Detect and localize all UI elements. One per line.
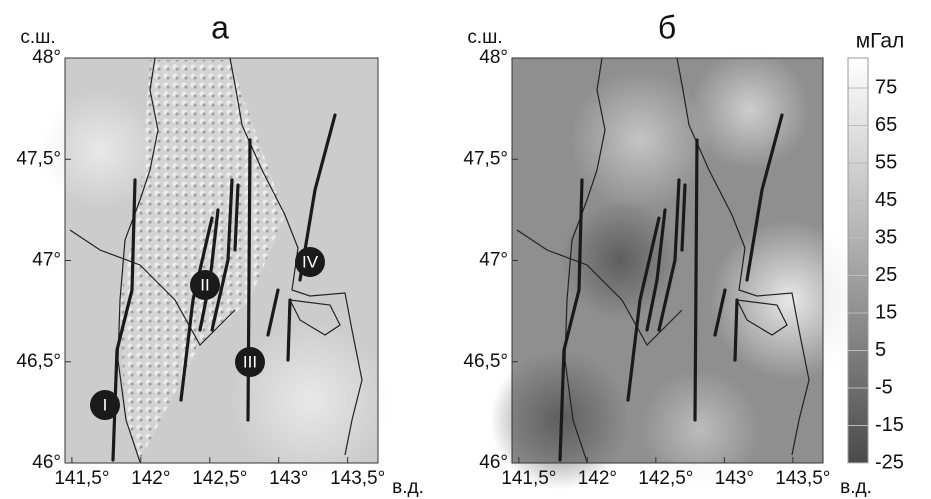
panel-title: б <box>658 9 676 45</box>
lon-tick-label: 143,5° <box>775 468 830 489</box>
marker-circle <box>295 247 325 277</box>
lon-tick-label: 142° <box>131 468 170 489</box>
colorbar-tick-label: -15 <box>875 414 904 436</box>
colorbar-tick-label: -5 <box>875 376 893 398</box>
lon-tick-label: 142,5° <box>638 468 693 489</box>
lat-tick-label: 46° <box>32 452 61 473</box>
colorbar-tick-label: 15 <box>875 301 897 323</box>
marker-circle <box>190 270 220 300</box>
map-a <box>40 56 390 480</box>
marker-label: III <box>243 352 257 371</box>
lon-label: в.д. <box>840 477 872 498</box>
colorbar-tick-label: 5 <box>875 339 886 361</box>
marker-label: I <box>103 395 108 414</box>
lat-tick-label: 46° <box>479 452 508 473</box>
colorbar-tick-label: 75 <box>875 76 897 98</box>
map-b <box>490 50 870 490</box>
lat-tick-label: 47° <box>32 250 61 271</box>
marker-label: II <box>200 275 209 294</box>
lat-tick-label: 47,5° <box>463 148 508 169</box>
colorbar-tick-label: -25 <box>875 451 904 473</box>
colorbar-tick-label: 55 <box>875 151 897 173</box>
lon-tick-label: 141,5° <box>501 468 556 489</box>
lon-tick-label: 143,5° <box>330 468 385 489</box>
marker-label: IV <box>302 252 319 271</box>
colorbar-tick-label: 65 <box>875 114 897 136</box>
lat-label: с.ш. <box>20 27 55 48</box>
lat-tick-label: 47° <box>479 250 508 271</box>
lat-tick-label: 46,5° <box>16 351 61 372</box>
colorbar <box>847 57 869 464</box>
panel-title: а <box>211 9 229 45</box>
colorbar-tick-label: 45 <box>875 189 897 211</box>
colorbar-tick-label: 35 <box>875 226 897 248</box>
lat-tick-label: 48° <box>32 47 61 68</box>
lat-label: с.ш. <box>467 27 502 48</box>
lon-label: в.д. <box>392 477 424 498</box>
lon-tick-label: 143° <box>269 468 308 489</box>
colorbar-title: мГал <box>856 30 905 53</box>
lat-tick-label: 48° <box>479 47 508 68</box>
lon-tick-label: 143° <box>715 468 754 489</box>
lat-tick-label: 47,5° <box>16 148 61 169</box>
lon-tick-label: 142,5° <box>192 468 247 489</box>
lon-tick-label: 142° <box>578 468 617 489</box>
colorbar-tick-label: 25 <box>875 264 897 286</box>
lat-tick-label: 46,5° <box>463 351 508 372</box>
marker-circle <box>90 390 120 420</box>
marker-circle <box>235 347 265 377</box>
lon-tick-label: 141,5° <box>54 468 109 489</box>
